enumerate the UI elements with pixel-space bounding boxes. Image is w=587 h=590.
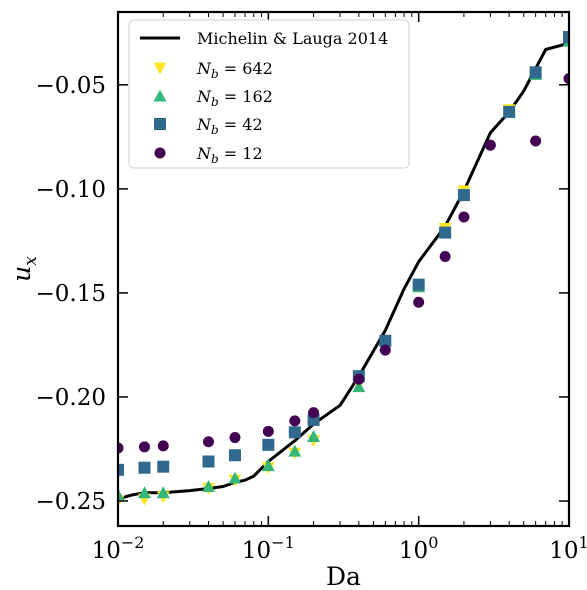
legend-label: Nb = 42 [196,115,263,137]
data-point-series-4 [289,415,301,427]
axis-ticks: 10−2 10−1 100 101 −0.25 −0.20 −0.15 −0.10 −0.05 [36,12,587,564]
data-point-series-4 [484,139,496,151]
data-point-series-4 [308,407,320,419]
data-point-series-3 [288,426,301,439]
legend-box [128,19,410,169]
x-tick-label: 100 [399,533,438,564]
plot-frame [116,10,571,528]
data-point-series-4 [229,432,241,444]
data-point-series-4 [563,73,569,85]
legend-marker-swatch [153,62,167,75]
y-tick-label: −0.05 [36,73,106,99]
data-point-series-3 [202,455,215,468]
data-point-series-2 [288,444,302,457]
legend: Michelin & Lauga 2014 Nb = 642 Nb = 162 Nb … [128,19,410,169]
legend-label: Michelin & Lauga 2014 [197,29,388,48]
data-point-series-3 [457,189,470,202]
data-point-series-4 [157,440,169,452]
legend-marker-swatch [154,147,166,159]
data-point-series-3 [379,334,392,347]
y-axis-title: ux [7,256,41,282]
data-point-series-2 [156,486,170,499]
data-point-series-2 [307,430,321,443]
data-point-series-4 [439,251,451,263]
y-tick-label: −0.25 [36,489,106,515]
data-point-series-3 [118,463,124,476]
legend-label: Nb = 12 [196,144,263,166]
data-point-series-2 [118,488,125,501]
data-point-series-3 [563,30,569,43]
data-point-series-2 [261,459,275,472]
data-point-series-2 [352,380,366,393]
data-point-series-3 [157,460,170,473]
data-point-series-2 [137,486,151,499]
data-point-series-4 [262,425,274,437]
legend-marker-swatch [154,118,166,130]
data-point-series-3 [412,278,425,291]
plot-area [118,30,569,508]
x-tick-label: 10−2 [92,533,145,564]
data-point-series-3 [262,438,275,451]
data-point-series-3 [529,66,542,79]
y-tick-label: −0.15 [36,281,106,307]
x-tick-label: 10−1 [242,533,295,564]
data-point-series-4 [530,135,542,147]
data-point-series-4 [379,344,391,356]
y-tick-label: −0.20 [36,385,106,411]
data-point-series-3 [503,105,516,118]
legend-label: Nb = 162 [196,87,273,109]
data-point-series-3 [439,226,452,239]
x-axis-label: Da [326,562,361,590]
legend-label: Nb = 642 [196,59,273,81]
x-tick-label: 101 [549,533,587,564]
data-point-series-4 [413,296,425,308]
data-point-series-4 [118,442,124,454]
y-axis-label: ux [7,256,41,282]
data-point-series-2 [228,471,242,484]
data-point-series-2 [202,479,216,492]
legend-marker-swatch [153,89,167,102]
data-point-series-3 [228,449,241,462]
data-point-series-4 [353,373,365,385]
data-point-series-4 [458,211,470,223]
data-point-series-4 [138,441,150,453]
data-point-series-3 [138,461,151,474]
y-tick-label: −0.10 [36,177,106,203]
data-point-series-4 [203,436,215,448]
